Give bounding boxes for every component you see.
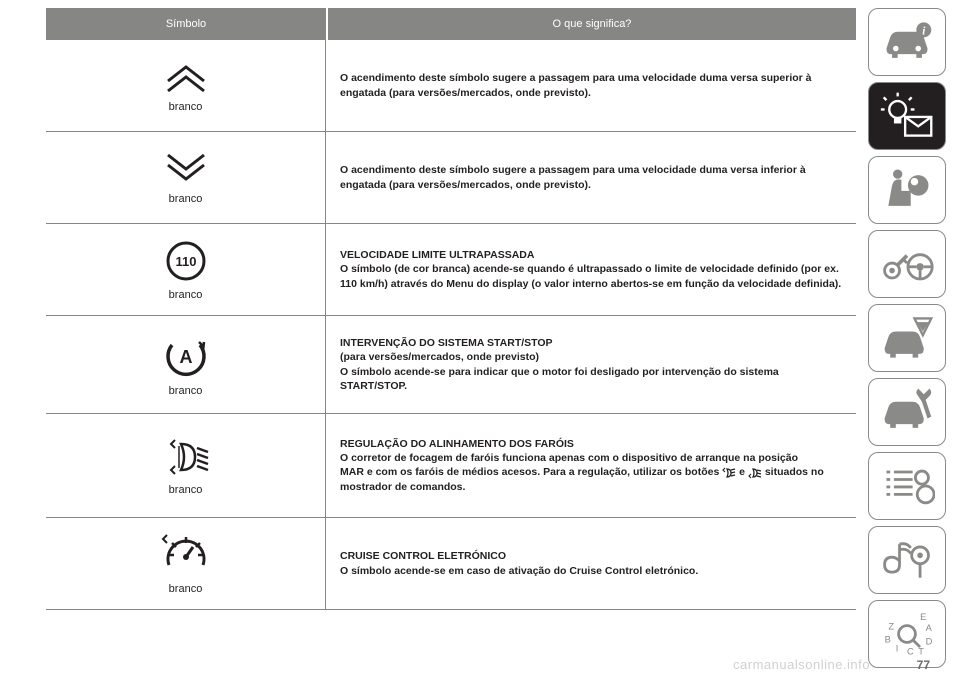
color-label: branco xyxy=(169,289,203,301)
gear-up-icon xyxy=(164,59,208,95)
svg-text:E: E xyxy=(920,612,926,622)
color-label: branco xyxy=(169,101,203,113)
desc-text: O símbolo acende-se para indicar que o m… xyxy=(340,365,842,393)
desc-cell: CRUISE CONTROL ELETRÓNICO O símbolo acen… xyxy=(326,518,856,609)
svg-text:A: A xyxy=(179,347,192,367)
desc-sub: (para versões/mercados, onde previsto) xyxy=(340,350,842,364)
table-row: 110 branco VELOCIDADE LIMITE ULTRAPASSAD… xyxy=(46,224,856,316)
table-row: branco CRUISE CONTROL ELETRÓNICO O símbo… xyxy=(46,518,856,610)
nav-media[interactable] xyxy=(868,526,946,594)
th-symbol: Símbolo xyxy=(46,8,326,40)
nav-index[interactable]: Z B I C T D A E xyxy=(868,600,946,668)
desc-text: O acendimento deste símbolo sugere a pas… xyxy=(340,71,842,99)
svg-text:Z: Z xyxy=(888,621,894,631)
color-label: branco xyxy=(169,193,203,205)
speed-limit-icon: 110 xyxy=(164,239,208,283)
color-label: branco xyxy=(169,484,203,496)
desc-title: REGULAÇÃO DO ALINHAMENTO DOS FARÓIS xyxy=(340,437,842,451)
bulb-envelope-icon xyxy=(879,92,935,140)
nav-vehicle-info[interactable]: i xyxy=(868,8,946,76)
desc-text: O acendimento deste símbolo sugere a pas… xyxy=(340,163,842,191)
car-hazard-icon xyxy=(879,314,935,362)
start-stop-icon: A xyxy=(163,333,209,379)
svg-text:C: C xyxy=(907,647,914,657)
nav-starting[interactable] xyxy=(868,230,946,298)
seat-airbag-icon xyxy=(879,166,935,214)
symbol-cell: A branco xyxy=(46,316,326,413)
svg-text:D: D xyxy=(926,636,933,646)
section-nav: i xyxy=(868,8,946,668)
desc-title: INTERVENÇÃO DO SISTEMA START/STOP xyxy=(340,336,842,350)
svg-text:110: 110 xyxy=(175,254,196,269)
note-pin-icon xyxy=(879,536,935,584)
table-row: A branco INTERVENÇÃO DO SISTEMA START/ST… xyxy=(46,316,856,414)
desc-cell: REGULAÇÃO DO ALINHAMENTO DOS FARÓIS O co… xyxy=(326,414,856,517)
table-row: branco O acendimento deste símbolo suger… xyxy=(46,132,856,224)
th-desc: O que significa? xyxy=(328,8,856,40)
desc-cell: O acendimento deste símbolo sugere a pas… xyxy=(326,40,856,131)
desc-cell: VELOCIDADE LIMITE ULTRAPASSADA O símbolo… xyxy=(326,224,856,315)
nav-emergency[interactable] xyxy=(868,304,946,372)
symbol-cell: branco xyxy=(46,414,326,517)
key-wheel-icon xyxy=(879,240,935,288)
list-gears-icon xyxy=(879,462,935,510)
nav-settings[interactable] xyxy=(868,452,946,520)
headlamp-down-inline-icon xyxy=(748,466,762,480)
nav-service[interactable] xyxy=(868,378,946,446)
symbol-table: Símbolo O que significa? branco O acendi… xyxy=(46,8,856,610)
svg-text:B: B xyxy=(885,634,891,644)
color-label: branco xyxy=(169,385,203,397)
table-row: branco REGULAÇÃO DO ALINHAMENTO DOS FARÓ… xyxy=(46,414,856,518)
car-info-icon: i xyxy=(879,18,935,66)
svg-text:I: I xyxy=(896,644,899,654)
page-number: 77 xyxy=(917,658,930,672)
cruise-control-icon xyxy=(161,533,211,577)
desc-title: VELOCIDADE LIMITE ULTRAPASSADA xyxy=(340,248,842,262)
gear-down-icon xyxy=(164,151,208,187)
desc-line-2: MAR e com os faróis de médios acesos. Pa… xyxy=(340,465,842,493)
desc-cell: INTERVENÇÃO DO SISTEMA START/STOP (para … xyxy=(326,316,856,413)
desc-text: O símbolo (de cor branca) acende-se quan… xyxy=(340,262,842,290)
table-header: Símbolo O que significa? xyxy=(46,8,856,40)
symbol-cell: 110 branco xyxy=(46,224,326,315)
svg-text:A: A xyxy=(926,623,933,633)
index-icon: Z B I C T D A E xyxy=(879,610,935,658)
headlamp-up-inline-icon xyxy=(722,466,736,480)
desc-text: O símbolo acende-se em caso de ativação … xyxy=(340,564,842,578)
symbol-cell: branco xyxy=(46,518,326,609)
svg-text:T: T xyxy=(918,647,924,657)
car-wrench-icon xyxy=(879,388,935,436)
table-row: branco O acendimento deste símbolo suger… xyxy=(46,40,856,132)
watermark: carmanualsonline.info xyxy=(733,657,870,672)
headlamp-level-icon xyxy=(161,436,211,478)
desc-text-1: O corretor de focagem de faróis funciona… xyxy=(340,451,842,465)
desc-cell: O acendimento deste símbolo sugere a pas… xyxy=(326,132,856,223)
nav-safety[interactable] xyxy=(868,156,946,224)
desc-title: CRUISE CONTROL ELETRÓNICO xyxy=(340,549,842,563)
symbol-cell: branco xyxy=(46,40,326,131)
nav-warning-lights[interactable] xyxy=(868,82,946,150)
symbol-cell: branco xyxy=(46,132,326,223)
color-label: branco xyxy=(169,583,203,595)
